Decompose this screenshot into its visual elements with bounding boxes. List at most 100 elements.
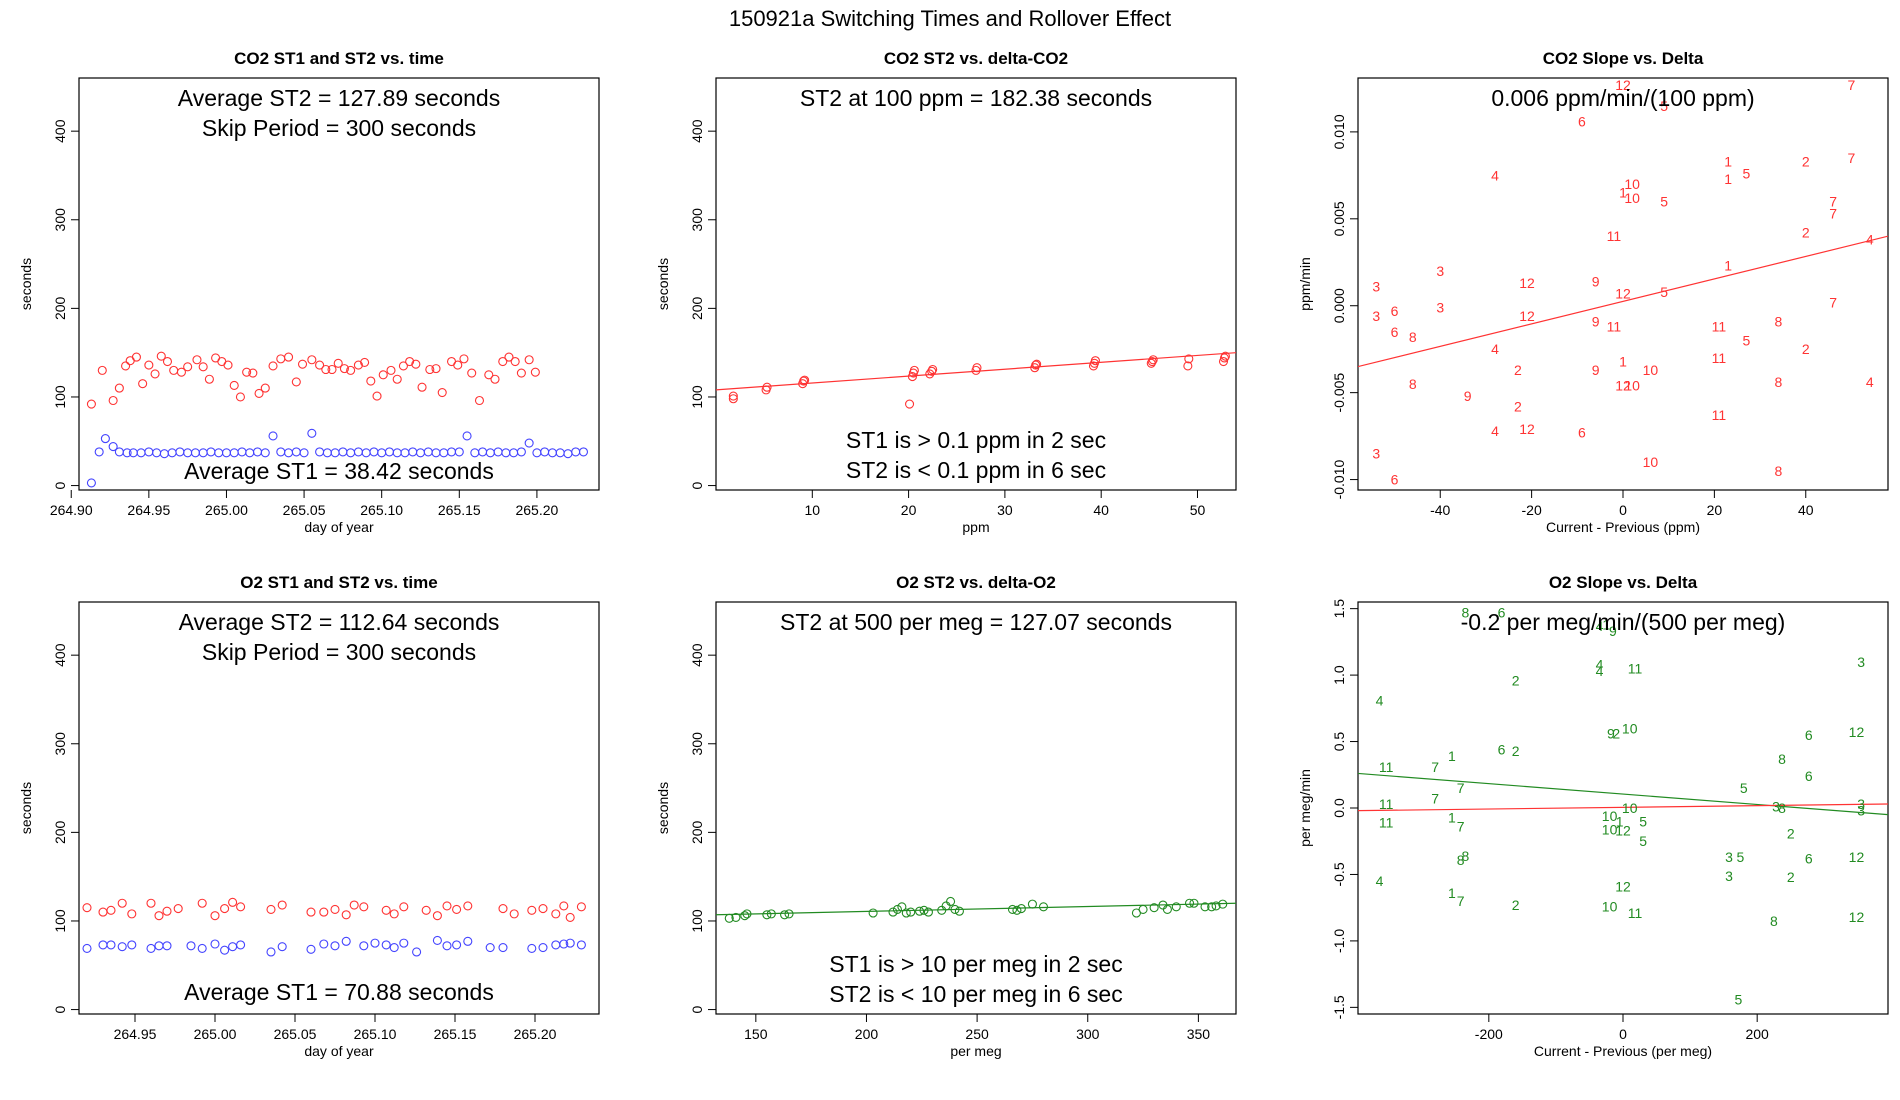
- chart-panel-3: CO2 Slope vs. Delta -40 -20 0 20 40 -0.010 -0.0…: [1297, 49, 1889, 535]
- chart-panel-6: O2 Slope vs. Delta -200 0 200 -1.5 -1.0 -0.5 0.…: [1297, 573, 1889, 1059]
- data-point-st2: [742, 909, 752, 919]
- data-point-st1: [524, 438, 534, 448]
- data-point-st2: [467, 368, 477, 378]
- data-point-st2: [330, 904, 340, 914]
- data-point-st2: [452, 904, 462, 914]
- data-point-label: 7: [1457, 819, 1465, 835]
- data-point-st2: [576, 902, 586, 912]
- data-point-st2: [551, 909, 561, 919]
- data-point-label: 11: [1712, 407, 1727, 423]
- data-point-st2: [327, 364, 337, 375]
- chart-title: O2 Slope vs. Delta: [1549, 573, 1698, 592]
- data-point-st2: [162, 906, 172, 916]
- x-axis-label: day of year: [304, 519, 374, 535]
- y-axis-label: seconds: [18, 782, 34, 834]
- chart-panel-1: CO2 ST1 and ST2 vs. time 264.90 264.95 265.…: [18, 49, 600, 535]
- data-point-st2: [565, 912, 575, 922]
- data-point-st1: [432, 935, 442, 946]
- data-point-st2: [341, 910, 351, 920]
- data-point-label: 2: [1512, 743, 1520, 759]
- x-tick-label: 264.95: [114, 1026, 157, 1042]
- x-axis-label: day of year: [304, 1043, 374, 1059]
- data-point-st2: [1038, 902, 1049, 912]
- data-point-st2: [405, 356, 415, 367]
- plot-frame: [78, 77, 600, 491]
- x-tick-label: 265.20: [514, 1026, 557, 1042]
- y-tick-label: 100: [52, 909, 68, 933]
- data-point-st2: [946, 896, 956, 907]
- data-point-st1: [330, 941, 340, 951]
- y-tick-label: 200: [689, 820, 705, 844]
- data-point-st2: [1090, 356, 1100, 366]
- data-point-st2: [236, 902, 246, 912]
- data-point-label: 5: [1660, 193, 1668, 209]
- y-axis-label: seconds: [18, 258, 34, 310]
- y-tick-label: 200: [52, 820, 68, 844]
- data-point-st2: [901, 908, 911, 918]
- data-point-label: 6: [1498, 742, 1506, 758]
- data-point-st2: [114, 383, 124, 393]
- data-point-label: 6: [1391, 303, 1399, 319]
- data-point-st1: [122, 448, 132, 458]
- data-point-st2: [928, 364, 938, 375]
- y-tick-label: 300: [52, 208, 68, 232]
- data-point-st1: [454, 447, 464, 457]
- data-point-st1: [399, 938, 409, 948]
- data-point-label: 3: [1857, 803, 1865, 819]
- y-tick-label: 0.005: [1331, 201, 1347, 236]
- data-point-label: 12: [1615, 286, 1631, 302]
- data-point-label: 6: [1498, 605, 1506, 621]
- data-point-st2: [1220, 351, 1230, 361]
- data-point-st2: [498, 356, 508, 367]
- data-point-st2: [127, 909, 137, 919]
- data-point-st2: [366, 376, 376, 386]
- data-point-label: 7: [1829, 294, 1837, 310]
- chart-annotation: Average ST2 = 127.89 seconds: [178, 85, 500, 111]
- data-point-label: 1: [1448, 809, 1456, 825]
- chart-panel-4: O2 ST1 and ST2 vs. time 264.95 265.00 265.0…: [18, 573, 600, 1059]
- data-point-st2: [516, 368, 526, 378]
- data-point-label: 12: [1615, 77, 1631, 93]
- x-tick-label: 265.15: [438, 502, 481, 518]
- x-tick-label: 40: [1798, 502, 1814, 518]
- data-point-label: 8: [1778, 800, 1786, 816]
- data-point-label: 11: [1607, 319, 1622, 335]
- data-point-st2: [359, 902, 369, 912]
- x-tick-label: 0: [1619, 502, 1627, 518]
- data-point-st2: [1027, 899, 1037, 909]
- x-axis-label: Current - Previous (ppm): [1546, 519, 1700, 535]
- data-point-label: 6: [1391, 324, 1399, 340]
- data-point-st1: [299, 448, 309, 458]
- data-point-label: 4: [1596, 663, 1604, 679]
- y-tick-label: 400: [52, 119, 68, 143]
- data-point-st1: [565, 938, 575, 948]
- data-point-label: 8: [1409, 329, 1417, 345]
- y-tick-label: -1.0: [1331, 929, 1347, 953]
- data-point-st1: [210, 939, 220, 949]
- data-point-st1: [498, 942, 508, 953]
- data-point-label: 10: [1602, 898, 1618, 914]
- y-tick-label: -1.5: [1331, 995, 1347, 1019]
- y-tick-label: 1.5: [1331, 599, 1347, 619]
- data-point-st2: [392, 374, 402, 384]
- chart-title: CO2 Slope vs. Delta: [1543, 49, 1704, 68]
- data-point-st2: [784, 909, 794, 919]
- data-point-label: 3: [1857, 796, 1865, 812]
- data-point-st2: [474, 395, 485, 406]
- data-point-label: 11: [1712, 319, 1727, 335]
- data-point-label: 2: [1802, 225, 1810, 241]
- data-point-label: 7: [1431, 791, 1439, 807]
- x-axis-label: per meg: [950, 1043, 1001, 1059]
- data-point-st2: [463, 901, 473, 911]
- data-point-label: 4: [1376, 692, 1384, 708]
- data-point-label: 2: [1787, 825, 1795, 841]
- data-point-st1: [576, 940, 586, 950]
- data-point-st2: [353, 360, 363, 370]
- data-point-st1: [86, 478, 96, 488]
- data-point-label: 6: [1578, 425, 1586, 441]
- data-point-label: 8: [1774, 374, 1782, 390]
- y-tick-label: 0.5: [1331, 732, 1347, 752]
- data-point-st2: [291, 377, 301, 387]
- data-point-st2: [868, 908, 878, 918]
- y-tick-label: 300: [52, 732, 68, 756]
